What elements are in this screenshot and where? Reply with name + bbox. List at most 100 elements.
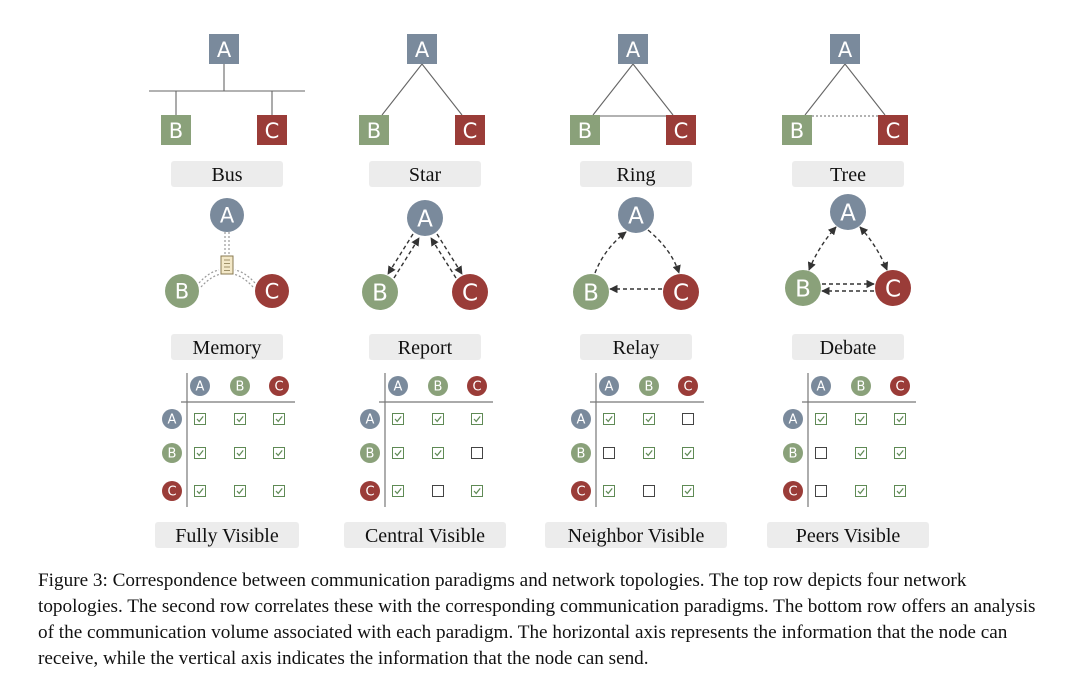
visibility-4-row-a-letter: A xyxy=(789,413,798,428)
visibility-4-col-c: C xyxy=(890,376,910,396)
paradigm-debate-node-b: B xyxy=(785,270,821,306)
visibility-2-col-b: B xyxy=(428,376,448,396)
visibility-1-cell-cc xyxy=(273,485,285,497)
visibility-4-row-c-letter: C xyxy=(788,485,797,500)
report-arrow-a-b xyxy=(387,233,414,275)
visibility-3-col-a: A xyxy=(599,376,619,396)
visibility-3: A B C A B C Neighbor Visible xyxy=(545,373,727,548)
visibility-4-col-c-letter: C xyxy=(895,380,904,395)
visibility-3-cell-bc xyxy=(682,447,694,459)
topology-bus-node-c-letter: C xyxy=(265,119,280,143)
memory-icon xyxy=(220,255,234,275)
topology-ring-node-b: B xyxy=(570,115,600,145)
visibility-1-label: Fully Visible xyxy=(155,522,299,548)
topology-bus-label-text: Bus xyxy=(211,164,242,186)
visibility-3-row-b-letter: B xyxy=(577,447,586,462)
paradigm-relay-node-c: C xyxy=(663,274,699,310)
visibility-1-cell-bb xyxy=(234,447,246,459)
paradigm-memory-node-a-letter: A xyxy=(220,204,235,228)
visibility-4-col-b-letter: B xyxy=(857,380,866,395)
visibility-1: A B C A B C Fully Visible xyxy=(155,373,299,548)
paradigm-relay-node-c-letter: C xyxy=(673,280,689,306)
visibility-3-cell-cc xyxy=(682,485,694,497)
paradigm-debate-node-a: A xyxy=(830,194,866,230)
topology-tree-label: Tree xyxy=(792,161,904,187)
visibility-2-row-c-letter: C xyxy=(365,485,374,500)
visibility-4-cell-ab xyxy=(855,413,867,425)
paradigm-relay-node-a-letter: A xyxy=(628,203,644,229)
visibility-2-col-a: A xyxy=(388,376,408,396)
visibility-2-cell-ac xyxy=(471,413,483,425)
visibility-4-cell-bb xyxy=(855,447,867,459)
visibility-4-cell-ac xyxy=(894,413,906,425)
topology-bus-node-b-letter: B xyxy=(169,119,183,143)
topology-star-node-c: C xyxy=(455,115,485,145)
visibility-1-cell-bc xyxy=(273,447,285,459)
paradigm-memory-node-b-letter: B xyxy=(175,280,189,304)
visibility-1-row-a-letter: A xyxy=(168,413,177,428)
topology-bus: A B C Bus xyxy=(149,34,305,187)
visibility-1-label-text: Fully Visible xyxy=(175,525,279,547)
visibility-3-cell-bb xyxy=(643,447,655,459)
report-arrow-c-a xyxy=(430,237,457,279)
topology-star-label-text: Star xyxy=(409,164,442,186)
paradigm-relay-node-b-letter: B xyxy=(583,280,599,306)
visibility-1-col-a: A xyxy=(190,376,210,396)
visibility-3-row-b: B xyxy=(571,443,591,463)
visibility-3-row-a-letter: A xyxy=(577,413,586,428)
visibility-2-label: Central Visible xyxy=(344,522,506,548)
visibility-2-cell-aa xyxy=(392,413,404,425)
paradigm-report-node-c-letter: C xyxy=(462,280,478,306)
visibility-2-row-a: A xyxy=(360,409,380,429)
topology-star-node-a: A xyxy=(407,34,437,64)
paradigm-memory-node-a: A xyxy=(210,198,244,232)
visibility-4-cell-cb xyxy=(855,485,867,497)
visibility-2-label-text: Central Visible xyxy=(365,525,485,547)
paradigm-relay-label: Relay xyxy=(580,334,692,360)
paradigm-report-label-text: Report xyxy=(398,337,453,359)
visibility-3-label: Neighbor Visible xyxy=(545,522,727,548)
paradigm-memory-label: Memory xyxy=(171,334,283,360)
topology-ring-node-c-letter: C xyxy=(674,119,689,143)
paradigm-report: A B C Report xyxy=(362,200,488,360)
debate-arrow-a-b xyxy=(807,226,837,271)
paradigm-report-node-c: C xyxy=(452,274,488,310)
paradigm-debate-node-a-letter: A xyxy=(840,200,856,226)
paradigm-report-label: Report xyxy=(369,334,481,360)
paradigm-report-node-a: A xyxy=(407,200,443,236)
visibility-1-cell-ba xyxy=(194,447,206,459)
topology-bus-node-c: C xyxy=(257,115,287,145)
paradigm-relay-label-text: Relay xyxy=(613,337,660,359)
visibility-2-row-b: B xyxy=(360,443,380,463)
topology-tree-node-a: A xyxy=(830,34,860,64)
visibility-2-col-a-letter: A xyxy=(394,380,403,395)
visibility-3-cell-aa xyxy=(603,413,615,425)
topology-ring-label-text: Ring xyxy=(617,164,656,186)
visibility-2-cell-cc xyxy=(471,485,483,497)
debate-arrow-a-c xyxy=(859,226,889,271)
visibility-2-row-c: C xyxy=(360,481,380,501)
topology-tree-node-b-letter: B xyxy=(790,119,804,143)
visibility-3-col-b-letter: B xyxy=(645,380,654,395)
visibility-4-col-a: A xyxy=(811,376,831,396)
visibility-3-row-c-letter: C xyxy=(576,485,585,500)
topology-star-label: Star xyxy=(369,161,481,187)
visibility-4-cell-cc xyxy=(894,485,906,497)
visibility-2-row-a-letter: A xyxy=(366,413,375,428)
visibility-3-cell-ba xyxy=(603,447,615,459)
visibility-3-col-c-letter: C xyxy=(683,380,692,395)
visibility-2-cell-bc xyxy=(471,447,483,459)
visibility-1-row-c-letter: C xyxy=(167,485,176,500)
visibility-1-cell-ac xyxy=(273,413,285,425)
memory-link-c2 xyxy=(232,273,254,288)
topology-tree-node-c: C xyxy=(878,115,908,145)
visibility-1-col-c-letter: C xyxy=(274,380,283,395)
visibility-1-col-b: B xyxy=(230,376,250,396)
visibility-3-cell-ca xyxy=(603,485,615,497)
topology-ring-node-b-letter: B xyxy=(578,119,592,143)
visibility-3-col-b: B xyxy=(639,376,659,396)
visibility-4-cell-aa xyxy=(815,413,827,425)
visibility-4-label: Peers Visible xyxy=(767,522,929,548)
memory-link-b2 xyxy=(200,273,222,288)
visibility-1-row-b: B xyxy=(162,443,182,463)
